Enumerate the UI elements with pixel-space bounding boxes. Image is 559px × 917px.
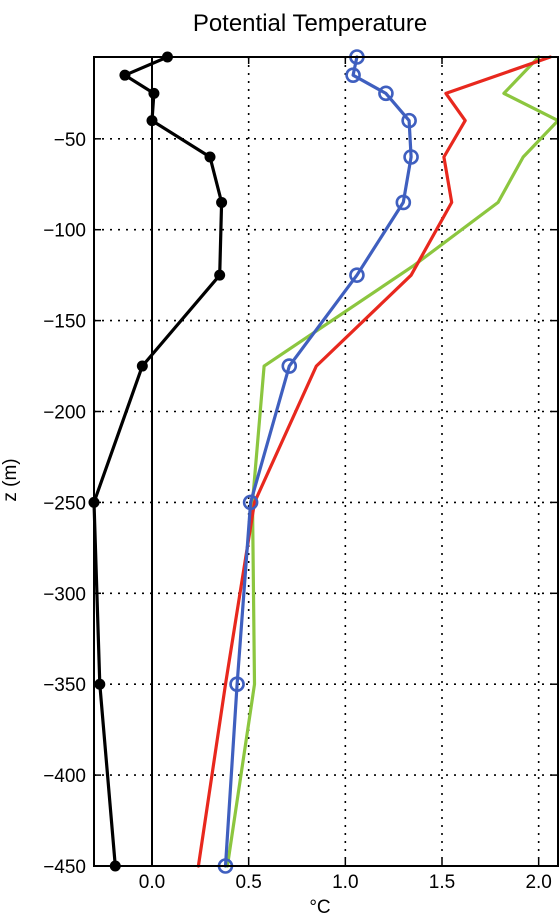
y-tick-label: −100 [43,221,86,242]
x-axis-label: °C [309,897,330,917]
data-point [136,360,148,372]
data-point [281,358,298,374]
plot-frame [93,56,559,867]
data-point [146,115,158,127]
y-axis-label: z (m) [0,458,21,501]
series-line [92,55,224,868]
data-point [119,69,131,81]
y-tick-label: −200 [43,403,86,424]
y-tick-label: −50 [54,130,86,151]
x-tick-label: 0.0 [139,872,165,893]
series-line [196,55,552,868]
series-group [88,49,559,874]
data-point [242,494,259,511]
y-tick-label: −350 [43,675,86,696]
data-point [378,85,394,102]
x-tick-label: 1.0 [332,872,358,893]
data-point [349,267,365,283]
data-point [216,196,228,208]
x-tick-label: 1.5 [429,872,455,893]
x-tick-label: 2.0 [525,872,551,893]
data-point [204,151,216,163]
y-tick-label: −300 [43,584,86,605]
y-tick-label: −150 [43,312,86,333]
y-tick-label: −250 [43,493,86,514]
data-point [229,676,245,693]
x-tick-label: 0.5 [235,872,261,893]
data-point [148,87,160,99]
y-tick-label: −450 [43,857,86,878]
y-tick-label: −400 [43,766,86,787]
grid-lines [94,57,558,867]
data-point [395,194,412,211]
series-line [223,55,413,868]
data-point [401,112,417,129]
chart-title: Potential Temperature [193,10,427,37]
series-line [225,55,559,868]
data-point [345,67,361,83]
data-point [214,269,226,281]
data-point [403,149,419,165]
tick-labels: 0.0 0.5 1.0 1.5 2.0 −50 −100 −150 −200 −250 −300 −3… [43,57,558,893]
